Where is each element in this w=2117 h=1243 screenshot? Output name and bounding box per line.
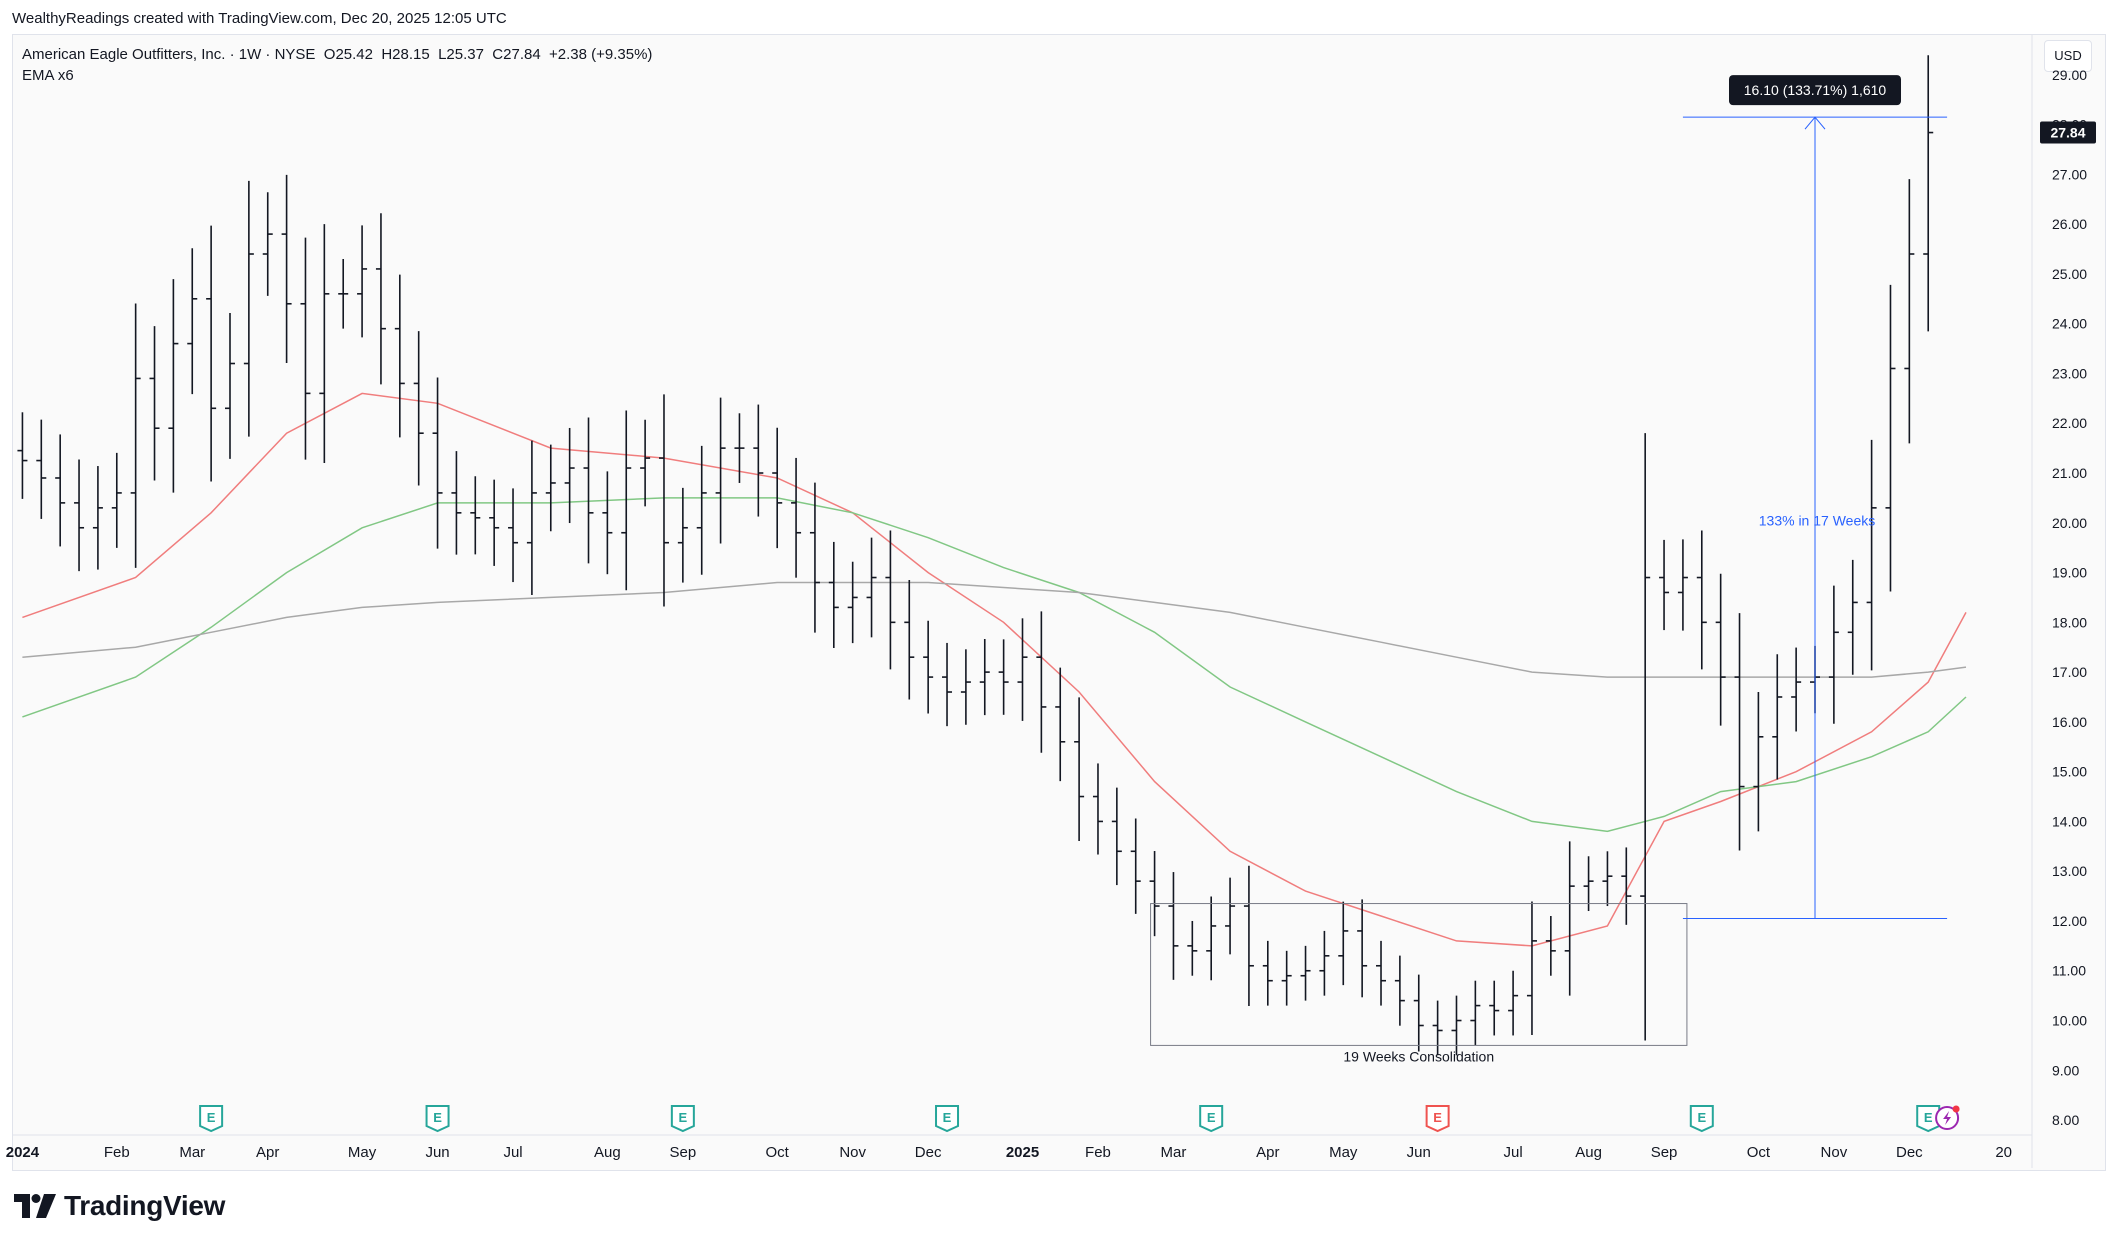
tradingview-logo-icon xyxy=(14,1194,56,1218)
low-value: L25.37 xyxy=(438,46,484,63)
currency-button[interactable]: USD xyxy=(2044,40,2092,72)
indicator-legend[interactable]: EMA x6 xyxy=(22,67,74,84)
open-value: O25.42 xyxy=(323,46,373,63)
symbol-info[interactable]: American Eagle Outfitters, Inc. · 1W · N… xyxy=(22,46,316,63)
change-value: +2.38 (+9.35%) xyxy=(549,46,653,63)
symbol-legend[interactable]: American Eagle Outfitters, Inc. · 1W · N… xyxy=(22,46,652,63)
chart-attribution: WealthyReadings created with TradingView… xyxy=(12,10,507,27)
tradingview-logo[interactable]: TradingView xyxy=(14,1190,225,1222)
high-value: H28.15 xyxy=(381,46,430,63)
chart-frame[interactable] xyxy=(12,34,2106,1171)
close-value: C27.84 xyxy=(492,46,541,63)
tradingview-wordmark: TradingView xyxy=(64,1190,226,1221)
